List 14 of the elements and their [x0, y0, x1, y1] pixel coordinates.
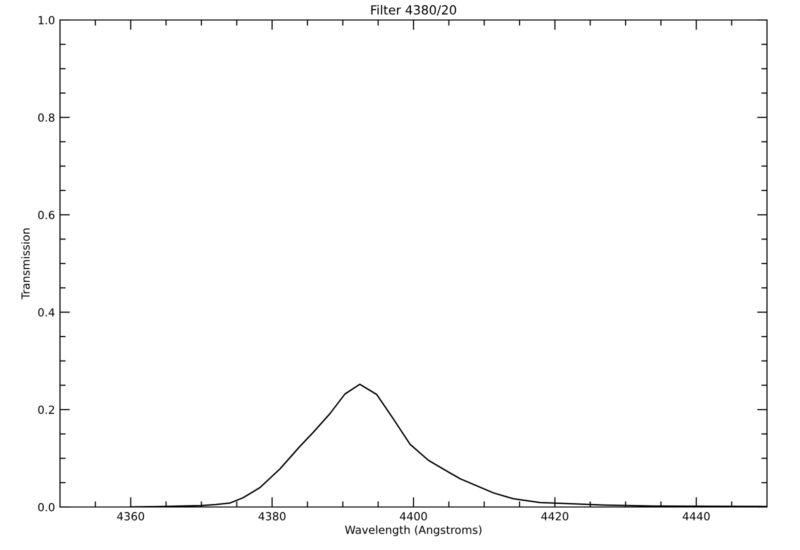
y-tick-label: 0.6 [38, 210, 54, 220]
x-tick-label: 4440 [682, 512, 710, 520]
y-tick-label: 1.0 [38, 16, 54, 24]
chart-title: Filter 4380/20 [371, 4, 456, 16]
x-axis-title: Wavelength (Angstroms) [345, 525, 482, 536]
x-tick-label: 4380 [258, 512, 286, 520]
y-tick-label: 0.0 [38, 502, 54, 512]
x-tick-label: 4360 [117, 512, 144, 520]
x-tick-label: 4420 [541, 512, 568, 520]
y-tick-label: 0.2 [38, 406, 54, 414]
x-tick-label: 4400 [400, 512, 427, 520]
y-tick-label: 0.4 [38, 308, 55, 317]
y-tick-label: 0.8 [38, 113, 54, 122]
y-axis-title: Transmission [21, 228, 30, 300]
